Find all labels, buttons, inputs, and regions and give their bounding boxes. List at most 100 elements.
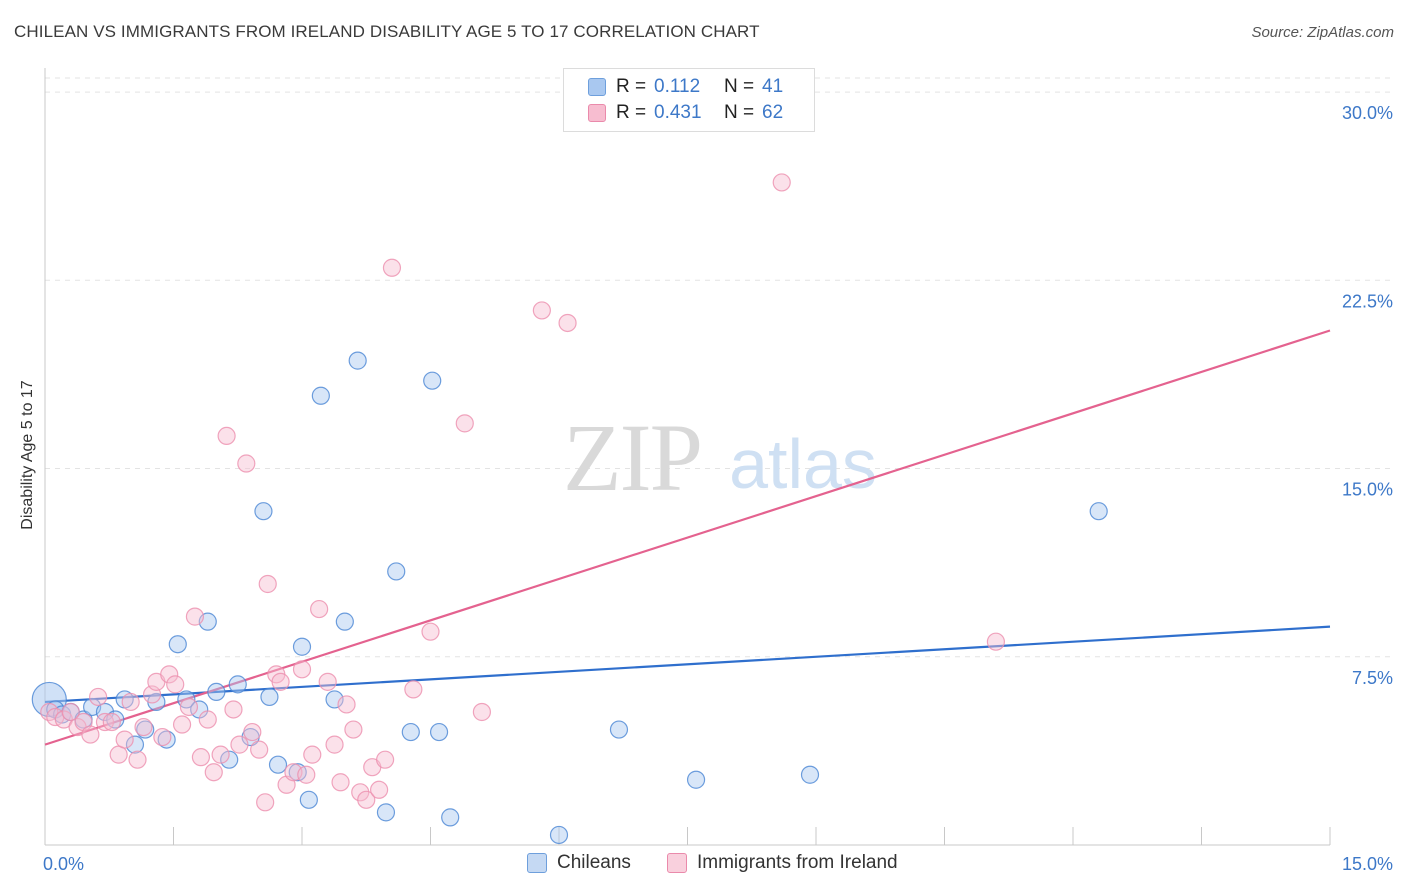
point-chileans [429,722,449,742]
point-ireland [337,695,356,714]
trend-line-ireland [44,329,1331,746]
point-ireland [134,717,153,737]
point-ireland [128,750,147,769]
source-label: Source: ZipAtlas.com [1251,24,1394,41]
point-ireland [109,745,128,764]
y-tick-label: 15.0% [1342,480,1393,500]
watermark-zip: ZIP [563,404,701,511]
legend-row-chileans: R = 0.112 N = 41 [588,75,783,99]
point-ireland [772,173,791,192]
x-tick-label: 0.0% [43,854,84,874]
point-chileans [254,502,273,521]
point-ireland [455,414,474,433]
point-ireland [198,710,217,729]
point-ireland [318,672,337,691]
point-ireland [297,765,316,784]
point-ireland [292,660,312,679]
point-ireland [102,712,121,732]
point-ireland [211,745,230,764]
y-tick-label: 7.5% [1352,668,1393,688]
point-ireland [224,700,243,719]
trend-line-chileans [44,625,1331,704]
legend-n-label: N = [724,102,755,123]
point-chileans [260,687,279,707]
legend-swatch-chileans [588,78,606,96]
legend-r-value: 0.431 [654,102,702,123]
point-ireland [243,722,262,742]
correlation-legend: R = 0.112 N = 41 R = 0.431 N = 62 [563,68,815,132]
point-ireland [185,607,205,626]
point-ireland [370,780,389,799]
point-chileans [311,386,330,405]
point-chileans [348,351,367,370]
point-chileans [168,635,187,654]
trend-lines [44,329,1331,746]
point-chileans [95,702,115,722]
point-chileans [31,681,67,718]
legend-label-chileans: Chileans [557,852,631,873]
point-ireland [191,748,211,767]
point-ireland [204,763,223,782]
point-ireland [54,710,73,729]
legend-swatch-ireland [588,104,606,122]
y-tick-label: 30.0% [1342,103,1393,123]
point-chileans [441,808,460,827]
point-ireland [986,632,1006,651]
point-ireland [310,599,329,619]
point-ireland [303,745,322,764]
point-chileans [325,690,344,709]
legend-item-ireland[interactable]: Immigrants from Ireland [667,852,898,874]
point-chileans [549,825,569,845]
point-ireland [271,672,290,691]
point-ireland [166,675,185,694]
gridlines [45,77,1392,658]
point-ireland [217,426,236,446]
point-chileans [376,803,396,822]
legend-row-ireland: R = 0.431 N = 62 [588,101,783,125]
legend-n-label: N = [724,76,755,97]
point-ireland [325,735,344,754]
point-ireland [81,725,100,744]
point-chileans [686,770,706,789]
y-tick-label: 22.5% [1342,291,1393,311]
point-ireland [89,687,108,707]
legend-swatch-chileans [527,853,547,873]
point-chileans [125,735,145,754]
point-ireland [558,313,577,333]
x-tick-label: 15.0% [1342,854,1393,874]
chart-title: CHILEAN VS IMMIGRANTS FROM IRELAND DISAB… [14,22,760,41]
point-ireland [472,702,491,722]
data-points [31,173,1108,845]
point-chileans [299,790,318,809]
point-ireland [421,622,440,641]
point-chileans [268,755,288,774]
point-ireland [258,574,277,594]
point-ireland [375,750,395,769]
legend-r-value: 0.112 [654,76,701,97]
point-chileans [207,682,226,702]
point-ireland [256,793,275,812]
point-ireland [153,727,172,747]
point-chileans [800,765,820,784]
point-chileans [220,750,239,769]
watermark: ZIP atlas [563,404,877,511]
legend-n-value: 62 [762,102,784,123]
legend-r-label: R = [616,102,647,123]
point-ireland [61,702,80,722]
point-chileans [423,371,442,390]
legend-item-chileans[interactable]: Chileans [527,852,631,874]
point-chileans [609,720,629,739]
point-ireland [532,301,551,320]
point-chileans [228,675,247,694]
legend-n-value: 41 [762,76,784,97]
watermark-atlas: atlas [729,425,877,503]
point-ireland [95,712,115,732]
tick-labels: 7.5% 15.0% 22.5% 30.0% 0.0% 15.0% [43,103,1393,874]
point-chileans [292,637,312,656]
point-ireland [121,692,140,712]
legend-swatch-ireland [667,853,687,873]
point-ireland [230,735,249,754]
point-chileans [335,612,354,631]
series-legend: Chileans Immigrants from Ireland [0,852,1406,878]
legend-r-label: R = [616,76,647,97]
